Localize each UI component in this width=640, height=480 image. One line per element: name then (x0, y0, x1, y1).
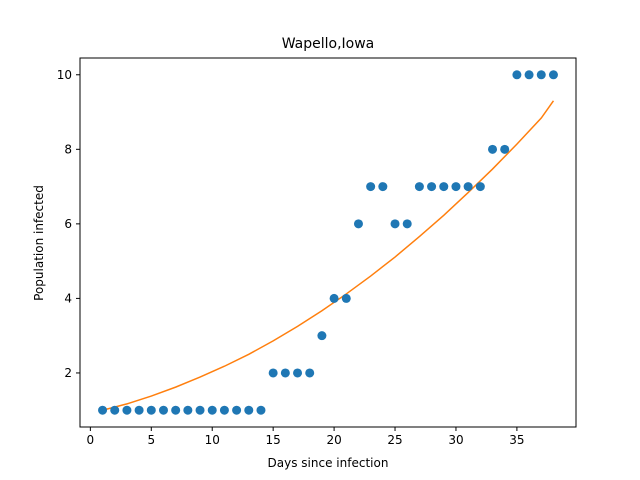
data-point (134, 405, 144, 415)
data-point (158, 405, 168, 415)
x-tick-label: 30 (448, 433, 463, 447)
data-point (207, 405, 217, 415)
chart-title: Wapello,Iowa (282, 36, 375, 52)
data-point (366, 182, 376, 192)
x-tick-label: 15 (266, 433, 281, 447)
x-tick-label: 0 (87, 433, 95, 447)
y-tick-label: 6 (64, 217, 72, 231)
data-point (402, 219, 412, 229)
data-point (548, 70, 558, 80)
data-point (378, 182, 388, 192)
data-point (183, 405, 193, 415)
data-point (427, 182, 437, 192)
data-point (463, 182, 473, 192)
x-axis-label: Days since infection (268, 456, 389, 470)
data-point (256, 405, 266, 415)
y-tick-label: 2 (64, 366, 72, 380)
data-point (268, 368, 278, 378)
data-point (439, 182, 449, 192)
x-axis: 0 5 10 15 20 25 30 35 (87, 427, 525, 447)
data-point (195, 405, 205, 415)
data-point (232, 405, 242, 415)
data-point (110, 405, 120, 415)
y-axis-label: Population infected (32, 185, 46, 301)
data-point (122, 405, 132, 415)
data-point (500, 144, 510, 154)
x-tick-label: 10 (205, 433, 220, 447)
data-point (475, 182, 485, 192)
x-tick-label: 35 (509, 433, 524, 447)
y-tick-label: 4 (64, 291, 72, 305)
x-tick-label: 25 (387, 433, 402, 447)
data-point (512, 70, 522, 80)
x-tick-label: 5 (147, 433, 155, 447)
data-point (293, 368, 303, 378)
data-point (353, 219, 363, 229)
x-tick-label: 20 (326, 433, 341, 447)
data-point (244, 405, 254, 415)
axes-frame (79, 57, 577, 428)
data-point (98, 405, 108, 415)
data-point (341, 293, 351, 303)
data-point (280, 368, 290, 378)
data-point (451, 182, 461, 192)
y-axis: 2 4 6 8 10 (57, 68, 80, 380)
plot-area (98, 70, 558, 415)
data-point (317, 331, 327, 341)
data-point (146, 405, 156, 415)
y-tick-label: 10 (57, 68, 72, 82)
data-point (536, 70, 546, 80)
data-point (524, 70, 534, 80)
data-point (414, 182, 424, 192)
data-point (390, 219, 400, 229)
data-point (219, 405, 229, 415)
y-tick-label: 8 (64, 142, 72, 156)
data-point (171, 405, 181, 415)
data-point (488, 144, 498, 154)
data-point (305, 368, 315, 378)
data-point (329, 293, 339, 303)
